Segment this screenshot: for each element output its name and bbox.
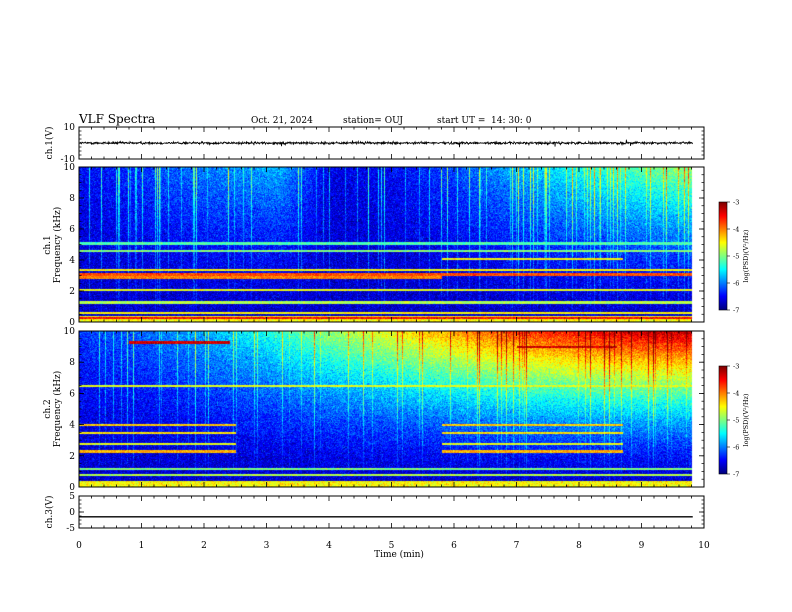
y-tick-label: 6	[69, 389, 75, 399]
ch2-colorbar-ticks: -3 -4 -5 -6 -7	[718, 363, 739, 479]
y-tick-label: 6	[69, 225, 75, 235]
ch1-spec-ylabel: Frequency (kHz)	[52, 207, 63, 284]
ch1-colorbar	[719, 202, 727, 310]
y-tick-label: -5	[66, 524, 75, 534]
ch3-axes: 5 0 -5	[66, 492, 705, 534]
x-tick-label: 0	[76, 541, 82, 551]
colorbar-tick-label: -7	[733, 471, 739, 479]
date-label: Oct. 21, 2024	[251, 116, 313, 126]
ch1-spectrogram-image	[79, 167, 704, 322]
ch1-axes: 10 -10	[61, 123, 705, 165]
x-tick-label: 2	[201, 541, 207, 551]
x-tick-label: 5	[389, 541, 395, 551]
colorbar-tick-label: -4	[733, 226, 739, 234]
ch1-colorbar-label: log(PSD)(V²/Hz)	[742, 229, 750, 282]
ch1-waveform-panel: 10 -10 ch.1(V)	[44, 123, 705, 165]
x-tick-label: 9	[639, 541, 645, 551]
y-tick-label: 5	[69, 492, 75, 502]
ch1-colorbar-ticks: -3 -4 -5 -6 -7	[718, 199, 739, 315]
x-tick-label: 1	[139, 541, 145, 551]
x-tick-label: 7	[514, 541, 520, 551]
x-tick-label: 4	[326, 541, 332, 551]
ch1-spectrogram-axes: 0 2 4 6 8 10	[64, 163, 705, 328]
x-tick-label: 8	[576, 541, 582, 551]
y-tick-label: 4	[69, 421, 75, 431]
y-tick-label: 2	[69, 452, 75, 462]
ch1-trace	[78, 139, 693, 148]
station-label: station= OUJ	[343, 116, 403, 126]
ch2-spectrogram-image	[79, 331, 704, 487]
ch3-waveform-panel: 5 0 -5 ch.3(V)	[44, 492, 705, 534]
y-tick-label: -10	[61, 155, 76, 165]
x-tick-label: 6	[451, 541, 457, 551]
y-tick-label: 2	[69, 287, 75, 297]
start-time: 14: 30: 0	[491, 116, 532, 126]
colorbar-tick-label: -4	[733, 390, 739, 398]
figure-title: VLF Spectra	[78, 112, 155, 126]
colorbar-tick-label: -3	[733, 199, 739, 207]
ch1-spec-channel-label: ch.1	[43, 235, 53, 254]
ch1-wave-ylabel: ch.1(V)	[44, 127, 55, 160]
x-tick-labels: 0 1 2 3 4 5 6 7 8 9 10	[76, 541, 710, 551]
y-tick-label: 0	[69, 318, 75, 328]
colorbar-tick-label: -3	[733, 363, 739, 371]
start-label: start UT =	[437, 116, 485, 126]
colorbar-tick-label: -5	[733, 417, 739, 425]
y-tick-label: 10	[64, 163, 76, 173]
ch3-wave-ylabel: ch.3(V)	[44, 496, 55, 529]
ch1-waveform-line	[78, 139, 693, 148]
y-tick-label: 8	[69, 358, 75, 368]
ch2-spec-channel-label: ch.2	[43, 399, 53, 418]
colorbar-tick-label: -5	[733, 253, 739, 261]
ch2-colorbar	[719, 366, 727, 474]
y-tick-label: 10	[64, 327, 76, 337]
colorbar-tick-label: -6	[733, 280, 739, 288]
colorbar-tick-label: -7	[733, 307, 739, 315]
y-tick-label: 4	[69, 256, 75, 266]
ch2-spec-ylabel: Frequency (kHz)	[52, 371, 63, 448]
colorbar-tick-label: -6	[733, 444, 739, 452]
ch2-spectrogram-axes: 0 2 4 6 8 10	[64, 327, 705, 493]
ch2-colorbar-label: log(PSD)(V²/Hz)	[742, 393, 750, 446]
y-tick-label: 8	[69, 194, 75, 204]
y-tick-label: 10	[64, 123, 76, 133]
y-tick-label: 0	[69, 483, 75, 493]
x-axis-label: Time (min)	[374, 549, 424, 560]
x-tick-label: 3	[264, 541, 270, 551]
x-tick-label: 10	[698, 541, 710, 551]
y-tick-label: 0	[69, 508, 75, 518]
